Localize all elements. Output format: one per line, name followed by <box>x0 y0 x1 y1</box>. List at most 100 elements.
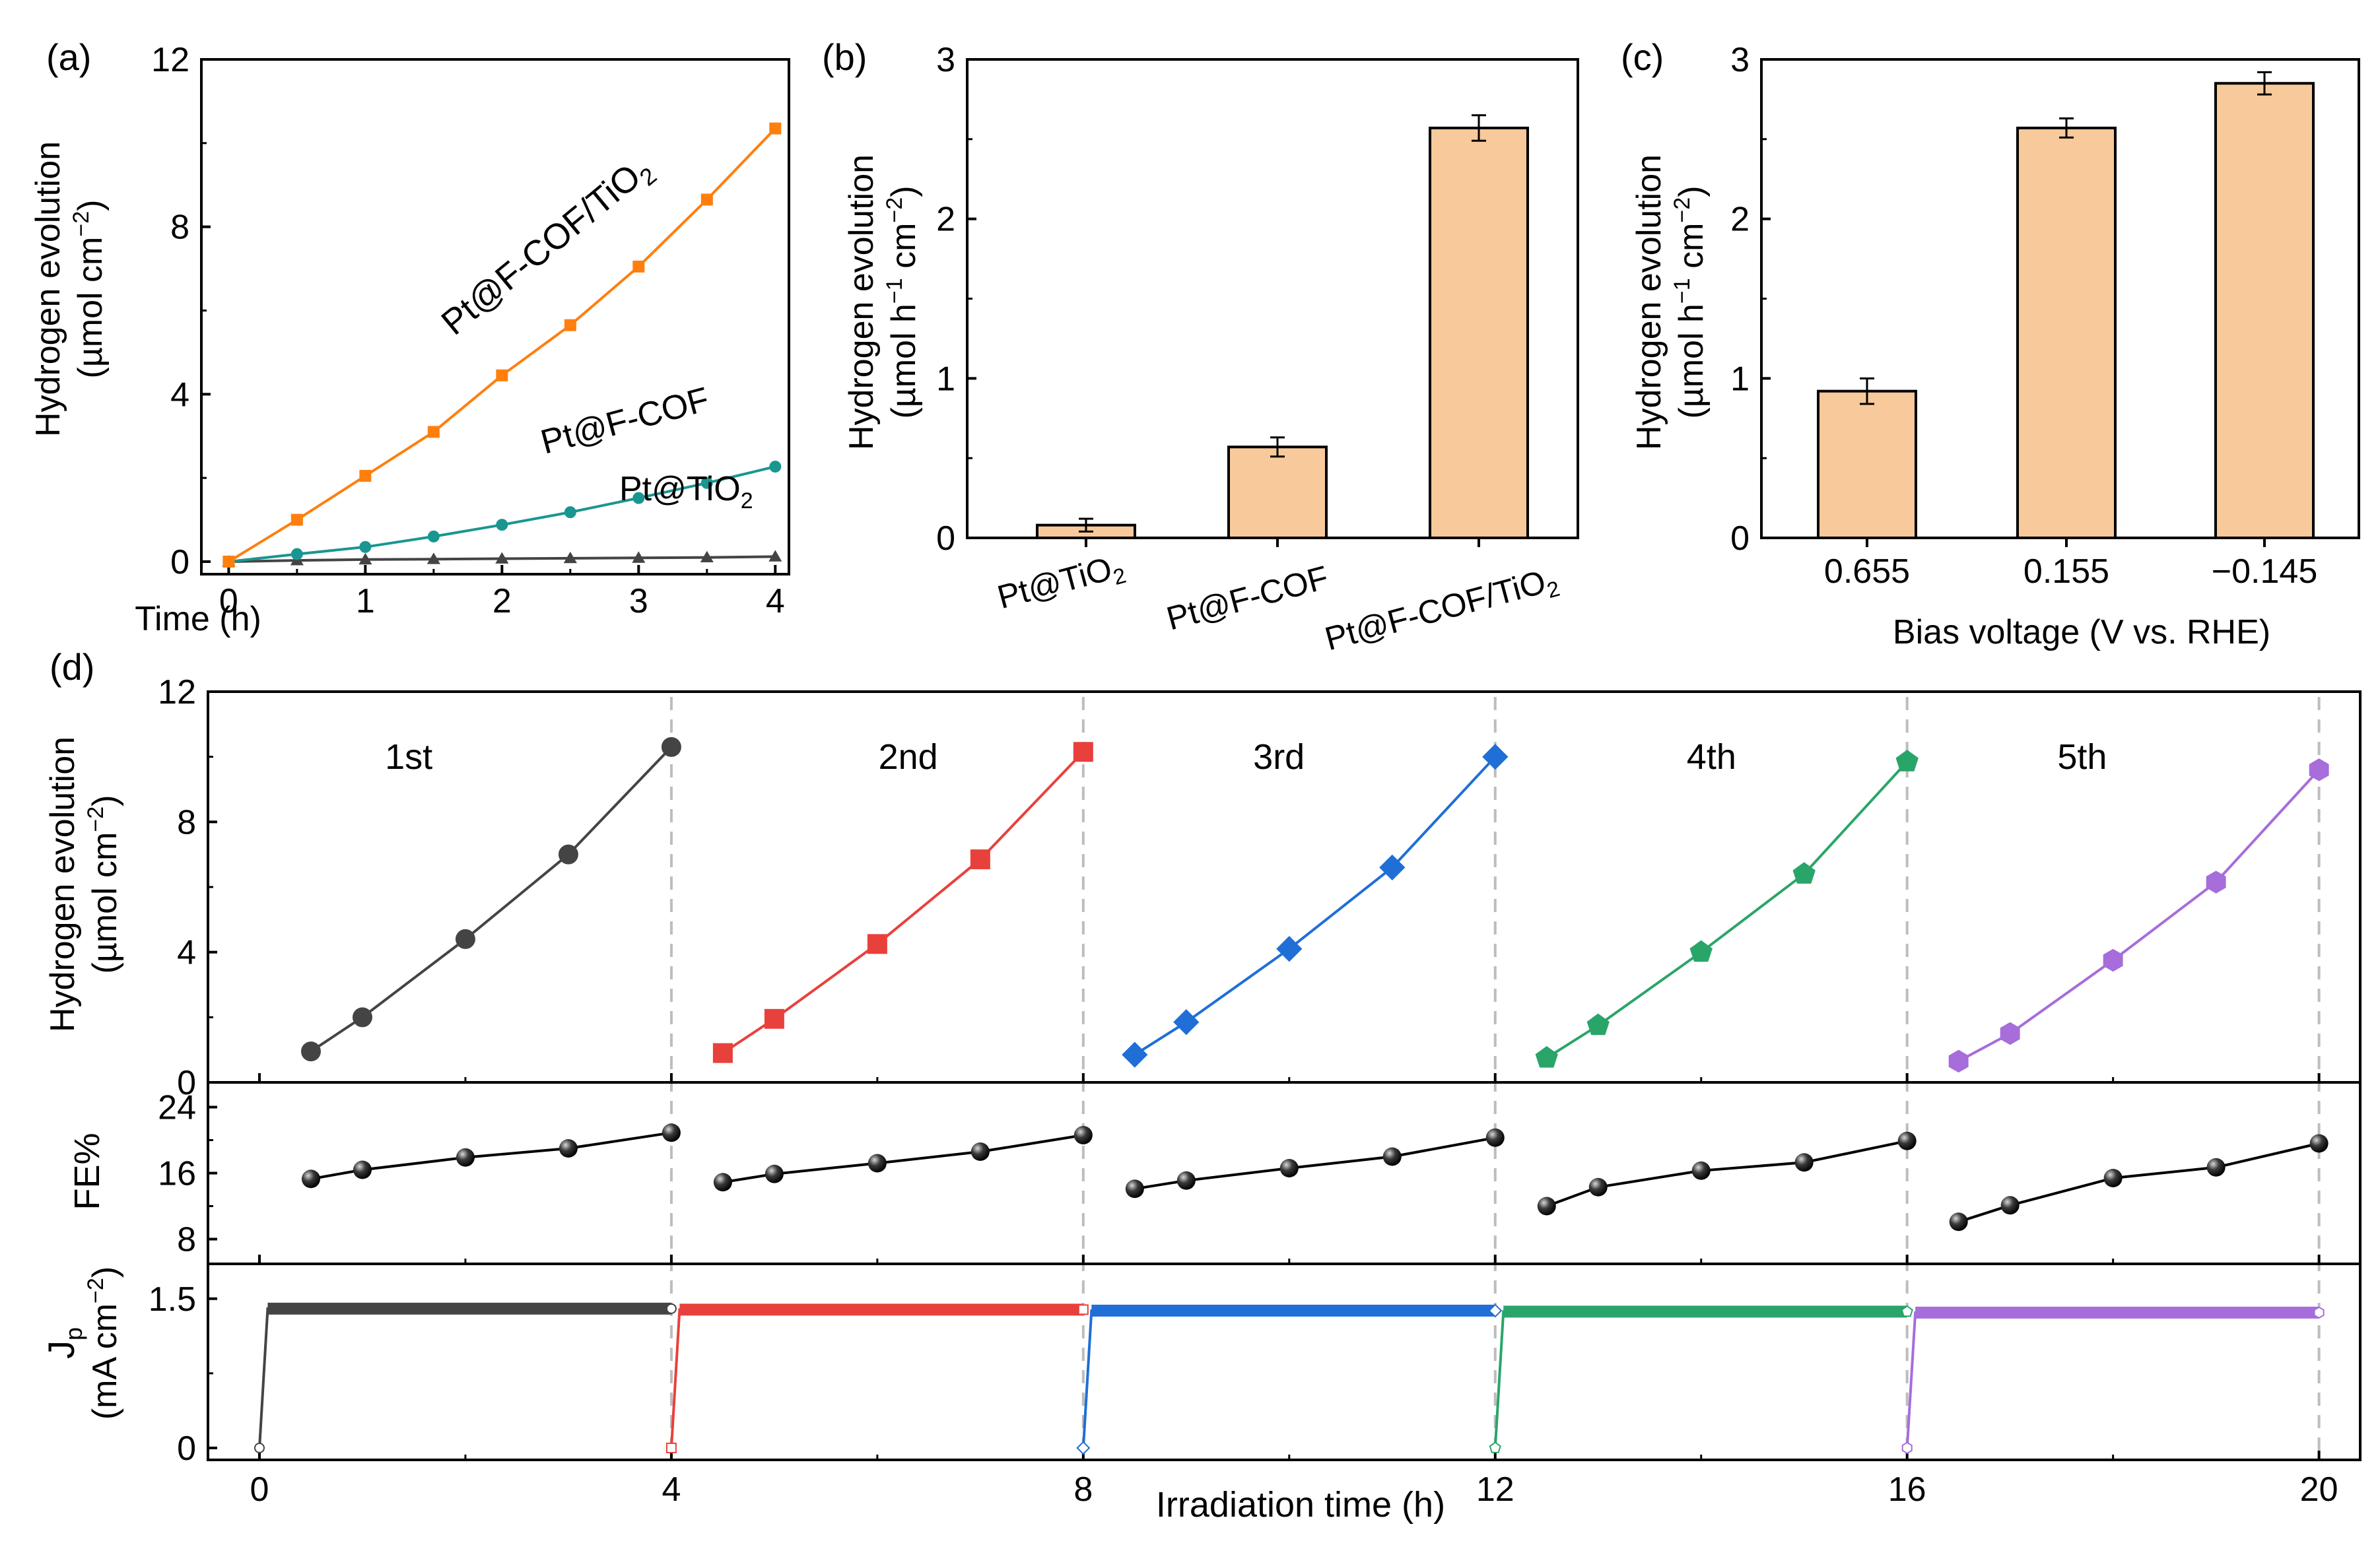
panel-b: (b) 0 1 2 3 Hydrogen evolution (µmol h−1 cm… <box>822 36 1579 661</box>
panel-a-ylabel: Hydrogen evolution (µmol cm−2) <box>29 141 110 437</box>
data-point <box>2103 948 2123 972</box>
data-point <box>632 551 646 563</box>
series-line <box>310 746 673 1053</box>
data-point <box>765 1164 784 1183</box>
y-tick-label: 1 <box>936 360 955 398</box>
panel-b-category-3: Pt@F-COF/TiO2 <box>1321 560 1562 661</box>
data-point <box>290 513 303 526</box>
trace-end-marker <box>1901 1305 1913 1317</box>
data-point <box>1588 1177 1608 1197</box>
data-point <box>496 519 508 531</box>
bar <box>2214 82 2315 539</box>
series-label-pt-tio2: Pt@TiO2 <box>619 470 753 513</box>
current-noise-band <box>679 1303 1083 1316</box>
data-point <box>1122 1041 1148 1068</box>
current-noise-band <box>1915 1306 2319 1319</box>
data-point <box>301 1169 320 1189</box>
y-tick-label: 3 <box>936 41 955 79</box>
data-point <box>495 552 509 564</box>
x-tick-label: 0.155 <box>2023 552 2109 591</box>
data-point <box>713 1173 732 1192</box>
data-point <box>1794 1153 1814 1172</box>
x-tick-label: 3 <box>629 582 648 620</box>
panel-d-xlabel: Irradiation time (h) <box>1156 1485 1445 1525</box>
x-tick-label: 20 <box>2300 1470 2338 1509</box>
x-tick-label: 4 <box>662 1470 681 1509</box>
panel-c-label: (c) <box>1621 36 1664 78</box>
panel-c-xlabel: Bias voltage (V vs. RHE) <box>1893 613 2270 651</box>
x-tick-label: 1 <box>356 582 375 620</box>
bar <box>1227 445 1328 539</box>
y-tick-label: 12 <box>158 673 196 711</box>
trace-end-marker <box>2313 1306 2325 1319</box>
data-point <box>559 1139 578 1158</box>
panel-d-label: (d) <box>50 646 94 688</box>
current-noise-band <box>267 1302 671 1315</box>
data-point <box>1073 742 1093 762</box>
svg-text:Jp: Jp <box>40 1327 87 1359</box>
panel-a-label: (a) <box>46 36 91 78</box>
data-point <box>1279 1159 1299 1177</box>
data-point <box>558 844 578 865</box>
data-point <box>700 477 713 489</box>
data-point <box>632 492 645 504</box>
data-point <box>427 426 440 438</box>
x-tick-label: 0 <box>219 582 238 620</box>
data-point <box>2206 871 2226 894</box>
x-tick-label: 0 <box>250 1470 269 1509</box>
data-point <box>1792 862 1816 884</box>
series-line <box>1546 1139 1908 1208</box>
data-point <box>632 260 645 273</box>
cycle-label: 1st <box>385 737 432 777</box>
data-point <box>769 122 782 135</box>
panel-b-category-2: Pt@F-COF <box>1163 559 1332 638</box>
data-point <box>1895 750 1919 772</box>
data-point <box>290 548 303 560</box>
panel-b-category-1: Pt@TiO2 <box>994 547 1128 620</box>
data-point <box>427 530 440 543</box>
data-point <box>1691 1161 1711 1180</box>
data-point <box>455 929 475 949</box>
current-trace <box>669 1308 1083 1449</box>
series-line <box>1957 769 2321 1063</box>
y-tick-label: 0 <box>936 519 955 558</box>
panel-b-ylabel: Hydrogen evolution (µmol h−1 cm−2) <box>842 154 923 450</box>
trace-end-marker <box>665 1303 677 1314</box>
x-tick-label: 8 <box>1073 1470 1093 1509</box>
cycle-label: 2nd <box>879 737 938 777</box>
current-trace <box>1081 1309 1495 1449</box>
data-point <box>1949 1212 1968 1232</box>
data-point <box>563 551 577 564</box>
bar <box>1817 389 1917 540</box>
cycle-label: 4th <box>1687 737 1736 777</box>
data-point <box>358 552 372 565</box>
data-point <box>661 737 681 757</box>
x-tick-label: 4 <box>766 582 785 620</box>
data-point <box>359 541 372 553</box>
data-point <box>769 461 782 473</box>
y-tick-label: 4 <box>170 376 189 414</box>
y-tick-label: 0 <box>170 543 189 581</box>
data-point <box>300 1041 321 1062</box>
x-tick-label: 2 <box>493 582 512 620</box>
data-point <box>426 552 440 564</box>
data-point <box>496 369 508 381</box>
panel-d-mid-ylabel: FE% <box>67 1133 107 1210</box>
trace-start-marker <box>1076 1441 1091 1455</box>
x-tick-label: −0.145 <box>2212 552 2318 591</box>
data-point <box>970 849 990 870</box>
data-point <box>353 1160 372 1179</box>
x-tick-label: 0.655 <box>1824 552 1910 591</box>
panel-b-label: (b) <box>822 36 867 78</box>
data-point <box>2309 758 2329 781</box>
panel-c-plot: 0 1 2 3 0.655 0.155 −0.145 <box>1730 41 2360 591</box>
data-point <box>2103 1169 2123 1187</box>
bar <box>2016 126 2117 539</box>
data-point <box>2206 1158 2226 1177</box>
y-tick-label: 24 <box>158 1089 196 1127</box>
y-tick-label: 1 <box>1730 360 1750 398</box>
